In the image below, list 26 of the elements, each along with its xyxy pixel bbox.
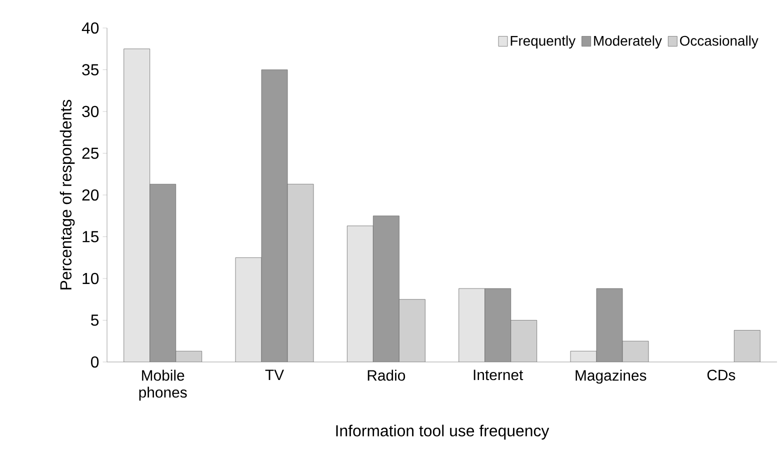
bar	[287, 184, 314, 362]
x-axis-title: Information tool use frequency	[336, 424, 550, 440]
legend-label: Frequently	[510, 36, 576, 49]
x-tick-label: CDs	[707, 370, 736, 380]
y-tick-label: 35	[82, 64, 99, 76]
y-tick-label: 25	[82, 148, 99, 159]
bar	[176, 351, 202, 362]
y-tick-label: 15	[82, 231, 99, 242]
y-tick-label: 10	[82, 272, 99, 284]
legend-label: Moderately	[594, 36, 662, 49]
y-axis-title: Percentage of respondents	[60, 100, 75, 290]
y-tick-label: 40	[82, 22, 99, 34]
y-tick-label: 30	[82, 106, 99, 118]
y-tick-label: 0	[90, 356, 99, 368]
bar	[398, 299, 426, 362]
y-tick-label: 5	[91, 314, 99, 326]
bar	[510, 320, 538, 362]
x-tick-label: TV	[265, 370, 284, 380]
legend-label: Occasionally	[680, 36, 758, 49]
bar	[734, 330, 760, 362]
x-tick-label: Radio	[368, 370, 406, 381]
x-tick-label: Mobile phones	[139, 370, 187, 401]
y-tick-label: 20	[82, 189, 99, 201]
bar	[622, 340, 649, 362]
x-tick-label: Magazines	[576, 370, 646, 384]
x-tick-label: Internet	[474, 370, 524, 380]
